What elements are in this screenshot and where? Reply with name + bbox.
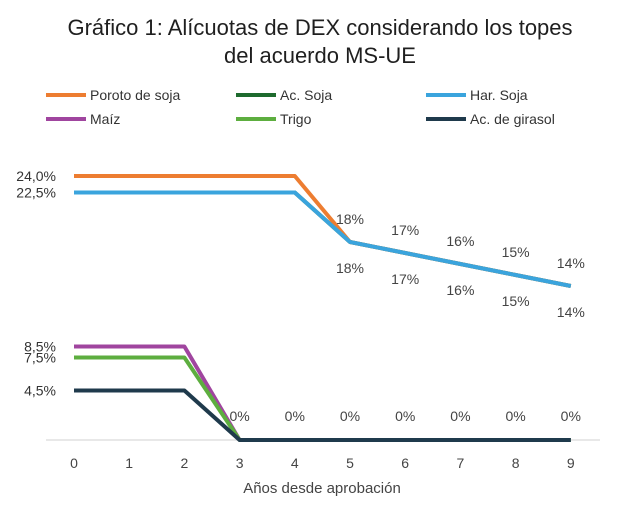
x-tick-label: 1 (125, 455, 133, 471)
chart-title-line-1: Gráfico 1: Alícuotas de DEX considerando… (67, 15, 573, 40)
legend-swatch (236, 93, 276, 97)
data-label: 14% (557, 304, 585, 320)
legend-item-ac-de-girasol: Ac. de girasol (426, 109, 555, 129)
legend-item-har-soja: Har. Soja (426, 85, 528, 105)
y-tick-label: 24,0% (16, 168, 56, 184)
data-label: 0% (395, 408, 415, 424)
data-label: 0% (450, 408, 470, 424)
y-tick-label: 7,5% (24, 350, 56, 366)
data-label: 14% (557, 255, 585, 271)
data-labels: 18% 17% 16% 15% 14% 18% 17% 16% 15% 14% 0% 0% 0% 0% 0%… (229, 211, 584, 424)
legend-label: Poroto de soja (90, 87, 181, 103)
legend-label: Har. Soja (470, 87, 528, 103)
y-tick-label: 22,5% (16, 185, 56, 201)
y-tick-label: 8,5% (24, 339, 56, 355)
legend-label: Ac. de girasol (470, 111, 555, 127)
legend-item-trigo: Trigo (236, 109, 311, 129)
legend-swatch (236, 117, 276, 121)
legend-swatch (426, 93, 466, 97)
x-axis-label: Años desde aprobación (243, 480, 401, 497)
x-tick-label: 7 (457, 455, 465, 471)
series-lines (74, 174, 572, 442)
chart-title-line-2: del acuerdo MS-UE (224, 43, 416, 68)
x-tick-label: 4 (291, 455, 299, 471)
data-label: 18% (336, 260, 364, 276)
chart-title: Gráfico 1: Alícuotas de DEX considerando… (0, 14, 640, 70)
data-label: 0% (561, 408, 581, 424)
data-label: 18% (336, 211, 364, 227)
data-label: 17% (391, 222, 419, 238)
x-tick-label: 8 (512, 455, 520, 471)
data-label: 0% (505, 408, 525, 424)
data-label: 16% (446, 282, 474, 298)
x-axis-ticks: 0 1 2 3 4 5 6 7 8 9 (70, 455, 575, 471)
legend-swatch (46, 117, 86, 121)
data-label: 0% (229, 408, 249, 424)
x-tick-label: 2 (181, 455, 189, 471)
x-tick-label: 6 (401, 455, 409, 471)
y-axis-ticks: 24,0%22,5% 8,5%7,5% 4,5% (16, 168, 56, 399)
legend-label: Trigo (280, 111, 312, 127)
data-label: 15% (502, 244, 530, 260)
legend-swatch (46, 93, 86, 97)
data-label: 15% (502, 293, 530, 309)
legend-label: Maíz (90, 111, 121, 127)
x-tick-label: 3 (236, 455, 244, 471)
legend-item-maiz: Maíz (46, 109, 120, 129)
data-label: 17% (391, 271, 419, 287)
x-tick-label: 9 (567, 455, 575, 471)
series-line-har-soja (74, 190, 572, 288)
x-tick-label: 0 (70, 455, 78, 471)
series-line-ma-z (74, 344, 571, 442)
data-label: 16% (446, 233, 474, 249)
series-line-trigo (74, 355, 571, 442)
legend-swatch (426, 117, 466, 121)
data-label: 0% (340, 408, 360, 424)
legend-label: Ac. Soja (280, 87, 333, 103)
legend-item-ac-soja: Ac. Soja (236, 85, 332, 105)
legend-item-poroto-de-soja: Poroto de soja (46, 85, 180, 105)
series-line-ac-de-girasol (74, 388, 571, 442)
data-label: 0% (285, 408, 305, 424)
x-tick-label: 5 (346, 455, 354, 471)
y-tick-label: 4,5% (24, 383, 56, 399)
